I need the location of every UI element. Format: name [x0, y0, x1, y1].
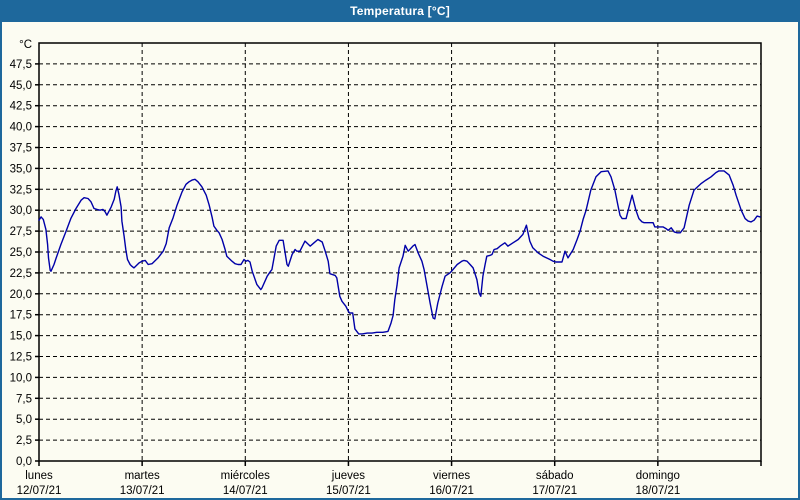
x-date-label: 13/07/21 — [120, 485, 165, 497]
x-date-label: 16/07/21 — [429, 485, 474, 497]
x-date-label: 12/07/21 — [17, 485, 62, 497]
x-day-label: jueves — [331, 470, 365, 482]
y-tick-label: 22,5 — [10, 268, 32, 280]
y-tick-label: 27,5 — [10, 226, 32, 238]
chart-title-bar: Temperatura [°C] — [2, 0, 798, 22]
y-tick-label: 5,0 — [16, 414, 32, 426]
y-tick-label: 35,0 — [10, 163, 32, 175]
x-date-label: 17/07/21 — [532, 485, 577, 497]
y-tick-label: 47,5 — [10, 59, 32, 71]
x-day-label: sábado — [536, 470, 574, 482]
chart-title: Temperatura [°C] — [350, 4, 450, 18]
y-tick-label: 20,0 — [10, 289, 32, 301]
x-day-label: domingo — [636, 470, 680, 482]
y-tick-label: 10,0 — [10, 372, 32, 384]
y-tick-label: 17,5 — [10, 310, 32, 322]
y-tick-label: 12,5 — [10, 352, 32, 364]
y-tick-label: 15,0 — [10, 331, 32, 343]
x-day-label: miércoles — [221, 470, 270, 482]
y-tick-label: 30,0 — [10, 205, 32, 217]
x-date-label: 18/07/21 — [635, 485, 680, 497]
x-day-label: martes — [125, 470, 160, 482]
x-day-label: viernes — [433, 470, 470, 482]
y-tick-label: 32,5 — [10, 184, 32, 196]
x-date-label: 15/07/21 — [326, 485, 371, 497]
y-tick-label: 2,5 — [16, 435, 32, 447]
y-tick-label: 7,5 — [16, 393, 32, 405]
y-axis-unit-label: °C — [19, 39, 32, 51]
x-date-label: 14/07/21 — [223, 485, 268, 497]
y-tick-label: 42,5 — [10, 101, 32, 113]
y-tick-label: 40,0 — [10, 122, 32, 134]
y-tick-label: 0,0 — [16, 456, 32, 468]
y-tick-label: 37,5 — [10, 143, 32, 155]
temperature-chart: 47,5 45,0 42,5 40,0 37,5 35,0 32,5 30,0 27,5 25,0… — [10, 39, 762, 497]
y-tick-label: 25,0 — [10, 247, 32, 259]
temperature-line — [38, 170, 761, 335]
x-day-label: lunes — [25, 470, 53, 482]
plot-border — [38, 42, 762, 462]
y-tick-label: 45,0 — [10, 80, 32, 92]
